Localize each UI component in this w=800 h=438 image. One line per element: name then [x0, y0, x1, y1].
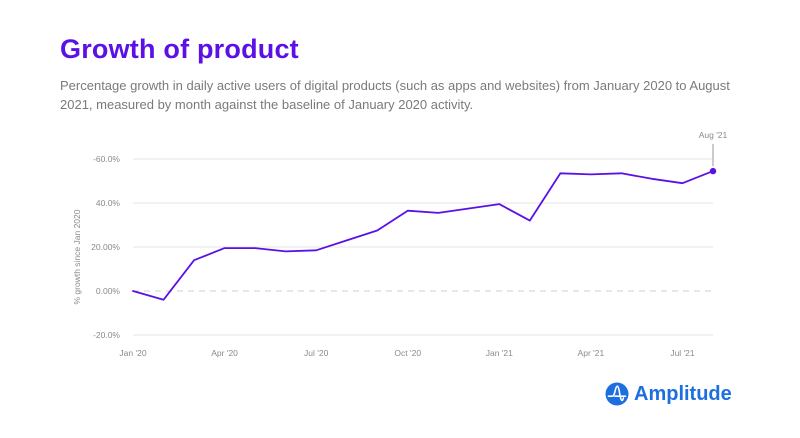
x-tick-label: Jul '20	[304, 348, 329, 358]
annotation-label: Aug '21	[699, 130, 728, 140]
amplitude-logo-icon	[605, 382, 629, 406]
y-axis-label: % growth since Jan 2020	[72, 209, 82, 304]
x-tick-label: Apr '21	[578, 348, 605, 358]
x-tick-label: Oct '20	[394, 348, 421, 358]
brand-name: Amplitude	[634, 382, 732, 405]
x-tick-label: Apr '20	[211, 348, 238, 358]
y-tick-label: 40.0%	[96, 198, 121, 208]
chart-title: Growth of product	[60, 34, 299, 64]
brand-logo: Amplitude	[605, 382, 732, 406]
y-tick-label: -60.0%	[93, 154, 120, 164]
x-tick-label: Jul '21	[670, 348, 695, 358]
last-point-marker	[709, 167, 717, 175]
x-tick-label: Jan '20	[119, 348, 146, 358]
y-tick-label: 0.00%	[96, 286, 121, 296]
y-axis-ticks: -20.0% 0.00% 20.00% 40.0% -60.0%	[91, 154, 120, 340]
gridlines	[133, 158, 713, 336]
x-axis-ticks: Jan '20 Apr '20 Jul '20 Oct '20 Jan '21 Apr '…	[119, 348, 694, 358]
annotation: Aug '21	[699, 130, 728, 175]
y-tick-label: -20.0%	[93, 330, 120, 340]
x-tick-label: Jan '21	[486, 348, 513, 358]
y-tick-label: 20.00%	[91, 242, 120, 252]
series-line-path	[132, 170, 714, 301]
series-line	[132, 170, 714, 301]
chart-subtitle: Percentage growth in daily active users …	[60, 78, 730, 112]
